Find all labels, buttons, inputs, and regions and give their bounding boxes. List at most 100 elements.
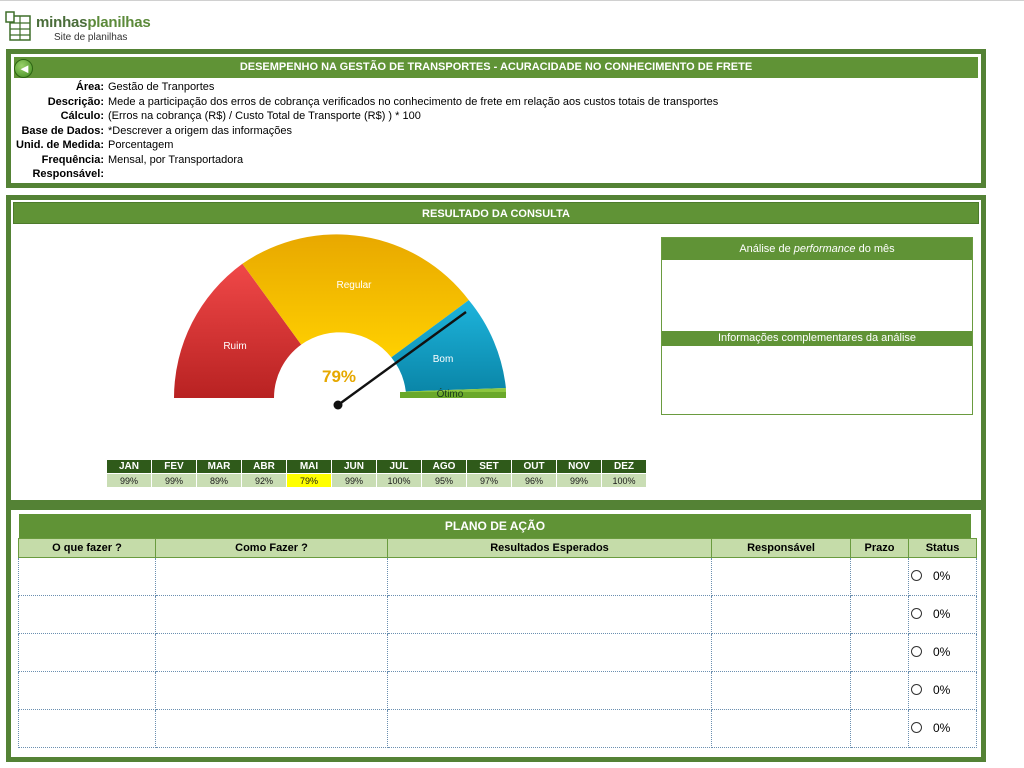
action-plan-title: PLANO DE AÇÃO	[19, 514, 971, 538]
month-value: 96%	[511, 473, 557, 488]
month-value: 89%	[196, 473, 242, 488]
plan-column-header: Como Fazer ?	[155, 538, 388, 558]
info-value: Mensal, por Transportadora	[108, 153, 244, 166]
plan-cell[interactable]	[155, 595, 388, 634]
info-row: Responsável:	[0, 167, 980, 181]
page-title: DESEMPENHO NA GESTÃO DE TRANSPORTES - AC…	[14, 57, 978, 78]
info-label: Área:	[75, 81, 104, 93]
status-radio[interactable]	[911, 722, 922, 733]
back-arrow-button[interactable]: ◄	[14, 59, 33, 78]
plan-cell[interactable]	[711, 671, 851, 710]
info-row: Descrição: Mede a participação dos erros …	[0, 95, 980, 109]
back-arrow-icon: ◄	[18, 61, 31, 76]
brand-logo[interactable]: minhasplanilhas Site de planilhas	[2, 6, 162, 43]
gauge-label-otimo: Ótimo	[437, 387, 464, 400]
plan-cell[interactable]	[711, 633, 851, 672]
info-row: Área: Gestão de Tranportes	[0, 80, 980, 94]
plan-column-header: O que fazer ?	[18, 538, 156, 558]
plan-cell[interactable]	[155, 633, 388, 672]
month-header: AGO	[421, 459, 467, 474]
complementary-info-header: Informações complementares da análise	[662, 331, 972, 346]
month-header: SET	[466, 459, 512, 474]
plan-cell[interactable]	[18, 557, 156, 596]
month-header: MAI	[286, 459, 332, 474]
plan-cell[interactable]	[850, 633, 909, 672]
month-value: 99%	[106, 473, 152, 488]
info-label: Cálculo:	[60, 110, 104, 122]
month-value: 100%	[601, 473, 647, 488]
action-plan-table: O que fazer ? Como Fazer ? Resultados Espe…	[18, 538, 977, 748]
month-value: 95%	[421, 473, 467, 488]
gauge-segment-regular	[242, 234, 469, 358]
status-percent: 0%	[933, 721, 951, 735]
month-header: FEV	[151, 459, 197, 474]
month-value: 99%	[331, 473, 377, 488]
plan-cell[interactable]	[711, 557, 851, 596]
plan-cell[interactable]	[387, 595, 712, 634]
info-value: Gestão de Tranportes	[108, 81, 215, 93]
plan-column-header: Resultados Esperados	[387, 538, 712, 558]
month-header: NOV	[556, 459, 602, 474]
plan-cell[interactable]	[155, 671, 388, 710]
gauge-label-regular: Regular	[336, 280, 372, 291]
info-label: Frequência:	[41, 153, 104, 166]
complementary-info-field[interactable]	[662, 346, 972, 414]
status-cell: 0%	[908, 709, 977, 748]
month-value: 100%	[376, 473, 422, 488]
monthly-results-table: JAN FEV MAR ABR MAI JUN JUL AGO SET OUT NOV DEZ 99%…	[106, 459, 647, 488]
plan-row: 0%	[18, 557, 977, 596]
plan-row: 0%	[18, 671, 977, 710]
performance-gauge: Ruim Regular Bom Ótimo 79%	[174, 234, 507, 410]
info-value: Mede a participação dos erros de cobranç…	[108, 95, 719, 108]
plan-cell[interactable]	[18, 671, 156, 710]
status-cell: 0%	[908, 595, 977, 634]
info-value: (Erros na cobrança (R$) / Custo Total de…	[108, 110, 421, 122]
plan-cell[interactable]	[711, 595, 851, 634]
plan-cell[interactable]	[18, 709, 156, 748]
plan-cell[interactable]	[850, 595, 909, 634]
plan-cell[interactable]	[387, 557, 712, 596]
plan-cell[interactable]	[387, 671, 712, 710]
info-value: Porcentagem	[108, 139, 174, 151]
plan-column-header: Status	[908, 538, 977, 558]
status-cell: 0%	[908, 633, 977, 672]
info-value: *Descrever a origem das informações	[108, 124, 293, 137]
plan-cell[interactable]	[387, 633, 712, 672]
brand-tagline: Site de planilhas	[54, 32, 128, 43]
plan-cell[interactable]	[711, 709, 851, 748]
plan-cell[interactable]	[850, 557, 909, 596]
plan-row: 0%	[18, 595, 977, 634]
info-row: Cálculo: (Erros na cobrança (R$) / Custo …	[0, 109, 980, 123]
status-cell: 0%	[908, 671, 977, 710]
plan-cell[interactable]	[155, 557, 388, 596]
spreadsheet-logo-icon	[5, 11, 31, 41]
info-row: Unid. de Medida: Porcentagem	[0, 138, 980, 152]
info-label: Base de Dados:	[21, 124, 104, 137]
gauge-needle-pivot	[333, 400, 343, 410]
status-percent: 0%	[933, 645, 951, 659]
performance-analysis-header: Análise de performance do mês	[662, 238, 972, 260]
plan-cell[interactable]	[387, 709, 712, 748]
plan-cell[interactable]	[850, 671, 909, 710]
status-radio[interactable]	[911, 570, 922, 581]
gauge-label-ruim: Ruim	[223, 341, 246, 352]
status-radio[interactable]	[911, 608, 922, 619]
month-header: MAR	[196, 459, 242, 474]
status-radio[interactable]	[911, 684, 922, 695]
status-radio[interactable]	[911, 646, 922, 657]
plan-cell[interactable]	[18, 595, 156, 634]
month-value: 79%	[286, 473, 332, 488]
plan-cell[interactable]	[850, 709, 909, 748]
status-percent: 0%	[933, 607, 951, 621]
month-header: JUL	[376, 459, 422, 474]
gauge-value: 79%	[322, 367, 356, 386]
info-row: Base de Dados: *Descrever a origem das in…	[0, 124, 980, 138]
plan-cell[interactable]	[18, 633, 156, 672]
plan-column-header: Responsável	[711, 538, 851, 558]
gauge-needle	[337, 311, 467, 406]
plan-cell[interactable]	[155, 709, 388, 748]
performance-analysis-field[interactable]	[662, 260, 972, 330]
gauge-segment-ruim	[174, 263, 302, 398]
plan-row: 0%	[18, 633, 977, 672]
info-label: Descrição:	[47, 95, 104, 108]
